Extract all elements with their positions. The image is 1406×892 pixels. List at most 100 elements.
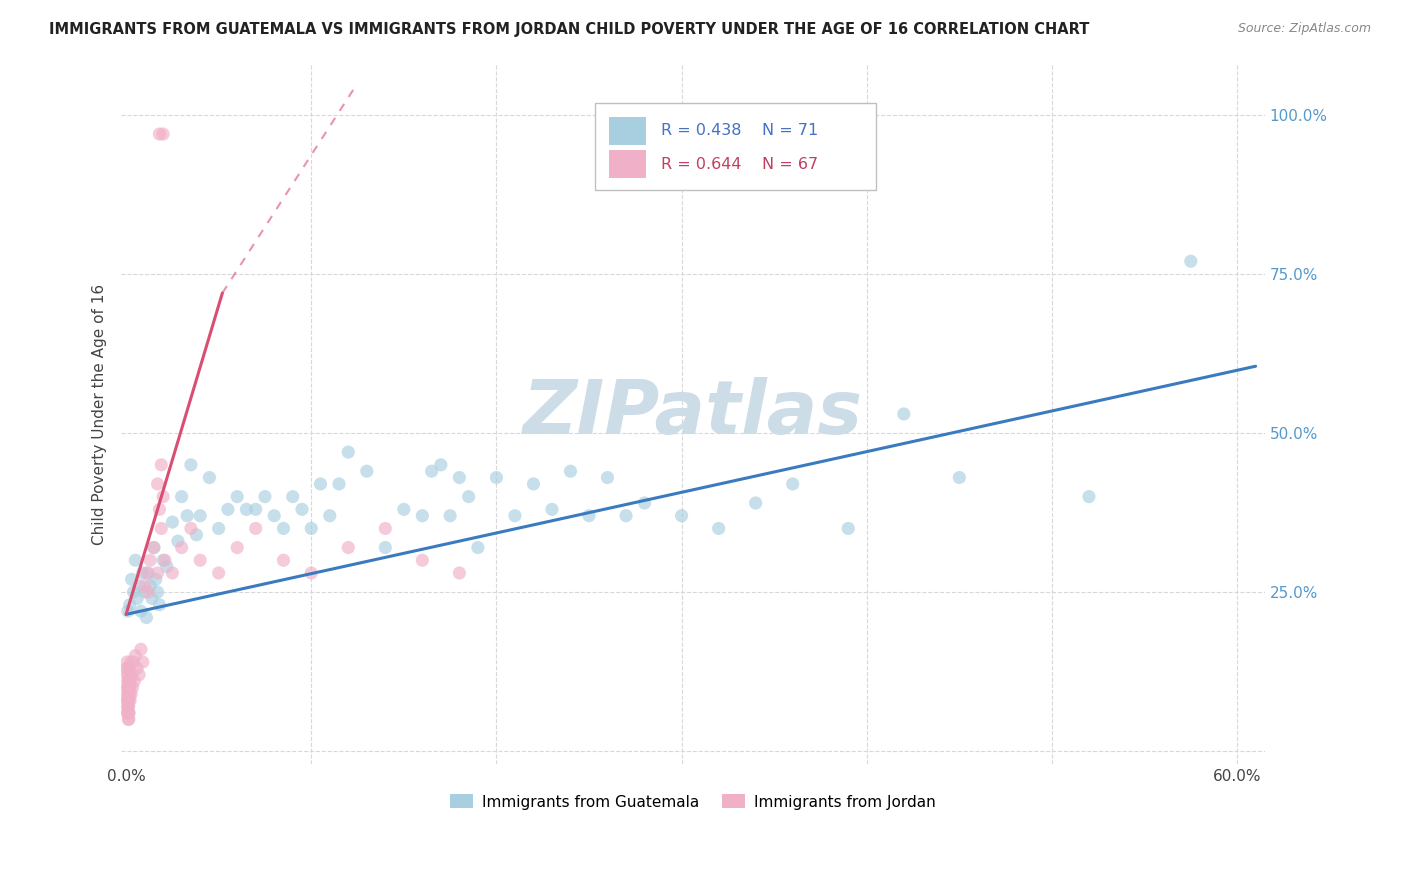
Point xyxy=(139,579,162,593)
Point xyxy=(153,553,176,567)
Point xyxy=(208,566,231,580)
Point xyxy=(457,490,479,504)
Point xyxy=(117,699,139,714)
Point xyxy=(281,490,304,504)
Point xyxy=(120,655,142,669)
Point xyxy=(430,458,453,472)
Point xyxy=(1180,254,1202,268)
Point xyxy=(217,502,239,516)
Point xyxy=(180,458,202,472)
Point xyxy=(115,655,138,669)
Point xyxy=(837,521,859,535)
Point xyxy=(120,693,142,707)
Point xyxy=(120,687,142,701)
Point xyxy=(449,470,471,484)
Point xyxy=(156,559,179,574)
Point xyxy=(162,566,184,580)
Point xyxy=(117,706,139,720)
Point xyxy=(186,528,208,542)
Point xyxy=(374,541,396,555)
Point xyxy=(299,521,322,535)
Point xyxy=(136,585,159,599)
Point xyxy=(134,585,156,599)
Point xyxy=(198,470,221,484)
Point xyxy=(245,502,267,516)
Text: R = 0.438    N = 71: R = 0.438 N = 71 xyxy=(661,123,818,138)
Point xyxy=(117,693,139,707)
Point xyxy=(337,445,360,459)
Point xyxy=(744,496,766,510)
Point xyxy=(118,693,141,707)
Point xyxy=(117,699,139,714)
Point xyxy=(128,579,150,593)
Point xyxy=(122,585,145,599)
Point xyxy=(188,553,211,567)
Point xyxy=(118,598,141,612)
Point xyxy=(374,521,396,535)
Point xyxy=(117,674,139,689)
Y-axis label: Child Poverty Under the Age of 16: Child Poverty Under the Age of 16 xyxy=(93,284,107,544)
Point xyxy=(578,508,600,523)
Point xyxy=(263,508,285,523)
Point xyxy=(671,508,693,523)
Point xyxy=(117,681,139,695)
Point xyxy=(235,502,257,516)
Point xyxy=(208,521,231,535)
Point xyxy=(273,521,295,535)
Point xyxy=(117,667,139,681)
Point xyxy=(117,604,139,618)
Bar xyxy=(609,117,645,145)
Point xyxy=(122,655,145,669)
Point xyxy=(146,585,169,599)
Point xyxy=(118,674,141,689)
Point xyxy=(893,407,915,421)
Point xyxy=(162,515,184,529)
Point xyxy=(150,521,173,535)
Point xyxy=(485,470,508,484)
Point xyxy=(117,667,139,681)
Point xyxy=(541,502,564,516)
Point xyxy=(560,464,582,478)
Point xyxy=(1078,490,1101,504)
Point xyxy=(152,127,174,141)
Point xyxy=(299,566,322,580)
Point xyxy=(115,693,138,707)
Point xyxy=(420,464,443,478)
Point xyxy=(134,579,156,593)
Point xyxy=(115,681,138,695)
Point xyxy=(319,508,342,523)
Point xyxy=(439,508,461,523)
Point xyxy=(117,687,139,701)
Point xyxy=(503,508,526,523)
Point xyxy=(170,541,193,555)
Point xyxy=(148,598,170,612)
Point xyxy=(139,553,162,567)
Point xyxy=(291,502,314,516)
Point xyxy=(392,502,415,516)
Point xyxy=(117,687,139,701)
Point xyxy=(411,553,433,567)
Point xyxy=(132,566,155,580)
Point xyxy=(118,674,141,689)
Point xyxy=(150,458,173,472)
Text: IMMIGRANTS FROM GUATEMALA VS IMMIGRANTS FROM JORDAN CHILD POVERTY UNDER THE AGE : IMMIGRANTS FROM GUATEMALA VS IMMIGRANTS … xyxy=(49,22,1090,37)
Point xyxy=(245,521,267,535)
Point xyxy=(337,541,360,555)
Point xyxy=(948,470,970,484)
Text: R = 0.644    N = 67: R = 0.644 N = 67 xyxy=(661,157,818,171)
Point xyxy=(596,470,619,484)
Point xyxy=(124,648,146,663)
Point xyxy=(176,508,198,523)
Point xyxy=(142,541,165,555)
Point xyxy=(141,591,163,606)
Point xyxy=(121,572,143,586)
Point xyxy=(127,591,149,606)
Point xyxy=(782,477,804,491)
Point xyxy=(633,496,655,510)
Point xyxy=(117,681,139,695)
Point xyxy=(128,667,150,681)
Point xyxy=(226,541,249,555)
Point xyxy=(356,464,378,478)
Point xyxy=(118,687,141,701)
Point xyxy=(309,477,332,491)
